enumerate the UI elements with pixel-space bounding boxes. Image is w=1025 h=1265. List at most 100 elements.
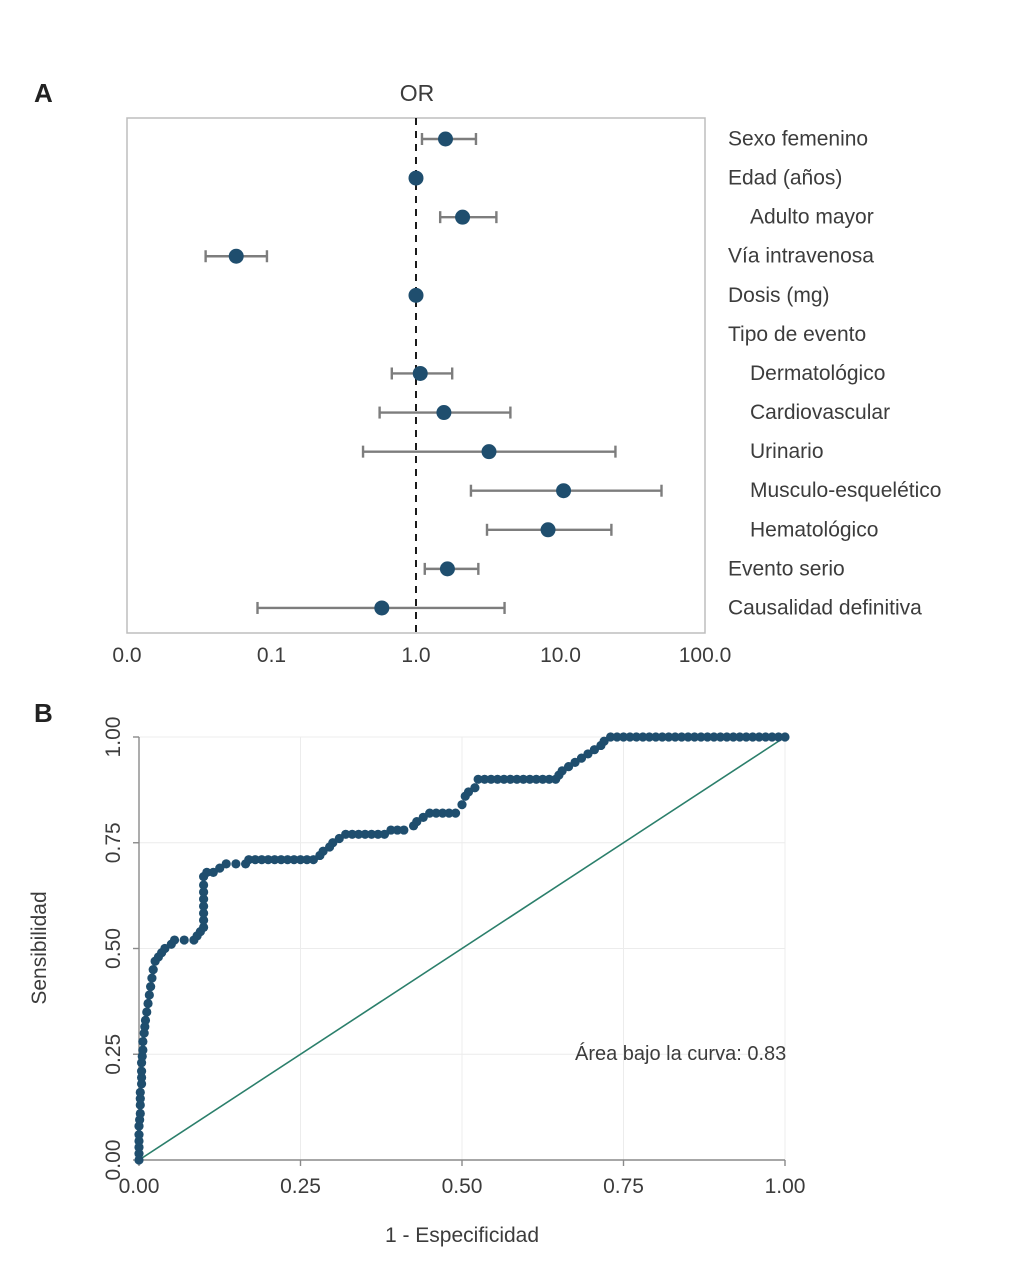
roc-dot — [761, 732, 771, 742]
forest-row-label: Hematológico — [750, 518, 878, 541]
forest-row-label: Vía intravenosa — [728, 245, 874, 268]
roc-dot — [715, 732, 726, 742]
forest-row-label: Urinario — [750, 440, 824, 463]
roc-dot — [657, 732, 667, 742]
roc-dot — [741, 732, 751, 742]
roc-dot — [722, 732, 732, 742]
roc-x-tick-label: 1.00 — [765, 1175, 806, 1198]
roc-x-tick-label: 0.00 — [119, 1175, 160, 1198]
roc-dot — [683, 732, 693, 742]
roc-y-tick-label: 0.25 — [102, 1034, 125, 1075]
or-point — [556, 483, 572, 499]
roc-dot — [538, 774, 548, 784]
panel-b-label: B — [34, 698, 53, 728]
roc-dot — [709, 732, 719, 742]
forest-x-tick-label: 0.0 — [112, 644, 141, 667]
roc-dot — [199, 908, 209, 918]
or-point — [540, 522, 556, 538]
forest-row-label: Cardiovascular — [750, 401, 890, 424]
forest-row-label: Sexo femenino — [728, 128, 868, 151]
roc-dot — [354, 829, 364, 839]
roc-dot — [134, 1130, 144, 1140]
roc-y-tick-label: 0.50 — [102, 928, 125, 969]
or-point — [408, 170, 424, 186]
roc-dot — [531, 774, 541, 784]
forest-row-label: Evento serio — [728, 557, 845, 580]
roc-dot — [138, 1036, 148, 1047]
roc-dot — [282, 855, 293, 865]
roc-dot — [670, 732, 680, 742]
roc-dot — [767, 732, 777, 742]
roc-dot — [651, 732, 661, 742]
forest-x-tick-label: 1.0 — [401, 644, 430, 667]
forest-row-label: Edad (años) — [728, 167, 842, 190]
roc-dot — [221, 859, 231, 869]
forest-row-label: Adulto mayor — [750, 206, 874, 229]
roc-dot — [199, 887, 209, 897]
roc-dot — [638, 732, 648, 742]
roc-dot — [244, 855, 254, 865]
forest-row-label: Causalidad definitiva — [728, 596, 922, 619]
roc-dot — [773, 732, 784, 742]
forest-plot: 0.0 0.1 1.0 10.0 100.0 Sexo femenino Edad (año… — [112, 117, 941, 667]
panel-a-label: A — [34, 78, 53, 108]
forest-x-tick-label: 10.0 — [540, 644, 581, 667]
roc-dot — [696, 732, 706, 742]
roc-dot — [399, 825, 409, 835]
roc-dot — [486, 774, 496, 784]
roc-dot — [431, 808, 441, 818]
roc-dot — [392, 825, 402, 835]
roc-dot — [341, 829, 351, 839]
roc-dot — [644, 732, 654, 742]
roc-dot — [257, 855, 267, 865]
roc-dot — [143, 998, 153, 1009]
roc-plot: 0.00 0.25 0.50 0.75 1.00 0.00 0.25 0.50 0.75 1.00 — [102, 717, 805, 1198]
forest-row-label: Dermatológico — [750, 362, 885, 385]
roc-dot — [135, 1094, 145, 1104]
roc-dot — [199, 915, 209, 925]
roc-dot — [147, 973, 157, 983]
roc-dot — [438, 808, 448, 818]
or-point — [228, 248, 244, 264]
or-point — [439, 561, 455, 577]
roc-y-tick-label: 0.75 — [102, 822, 125, 863]
roc-dot — [505, 774, 516, 784]
roc-x-tick-label: 0.25 — [280, 1175, 321, 1198]
roc-dot — [270, 855, 280, 865]
roc-dot — [473, 774, 483, 784]
roc-dot — [605, 732, 616, 742]
roc-dot — [512, 774, 522, 784]
roc-dot — [134, 1149, 144, 1159]
roc-dot — [231, 859, 241, 869]
forest-x-tick-label: 0.1 — [257, 644, 286, 667]
or-point — [374, 600, 390, 616]
roc-dot — [689, 732, 700, 742]
roc-x-tick-label: 0.50 — [442, 1175, 483, 1198]
roc-dot — [780, 732, 790, 742]
or-point — [455, 209, 471, 225]
roc-dot — [295, 855, 306, 865]
roc-dot — [450, 808, 461, 818]
roc-dot — [134, 1142, 144, 1152]
roc-dot — [748, 732, 758, 742]
roc-dot — [136, 1066, 147, 1076]
roc-dot — [425, 808, 435, 818]
roc-dot — [199, 922, 209, 932]
roc-dot — [136, 1072, 147, 1083]
or-point — [437, 131, 453, 147]
roc-dot — [347, 829, 357, 839]
roc-x-axis-label: 1 - Especificidad — [385, 1224, 539, 1247]
roc-dot — [702, 732, 713, 742]
roc-dot — [728, 732, 738, 742]
roc-dot — [134, 1136, 144, 1146]
roc-dot — [146, 981, 156, 992]
roc-dot — [144, 990, 154, 1000]
roc-dot — [135, 1087, 145, 1097]
roc-dot — [179, 935, 189, 945]
roc-dot — [618, 732, 629, 742]
forest-x-tick-label: 100.0 — [679, 644, 732, 667]
forest-title: OR — [400, 80, 435, 106]
diagonal-reference-line — [138, 736, 786, 1161]
roc-dot — [631, 732, 642, 742]
roc-dot — [492, 774, 503, 784]
